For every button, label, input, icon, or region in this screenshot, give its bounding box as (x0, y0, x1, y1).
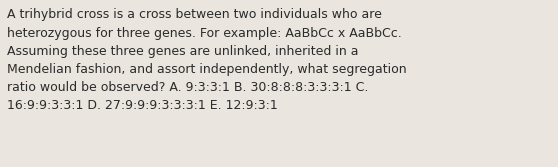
Text: A trihybrid cross is a cross between two individuals who are
heterozygous for th: A trihybrid cross is a cross between two… (7, 8, 407, 112)
